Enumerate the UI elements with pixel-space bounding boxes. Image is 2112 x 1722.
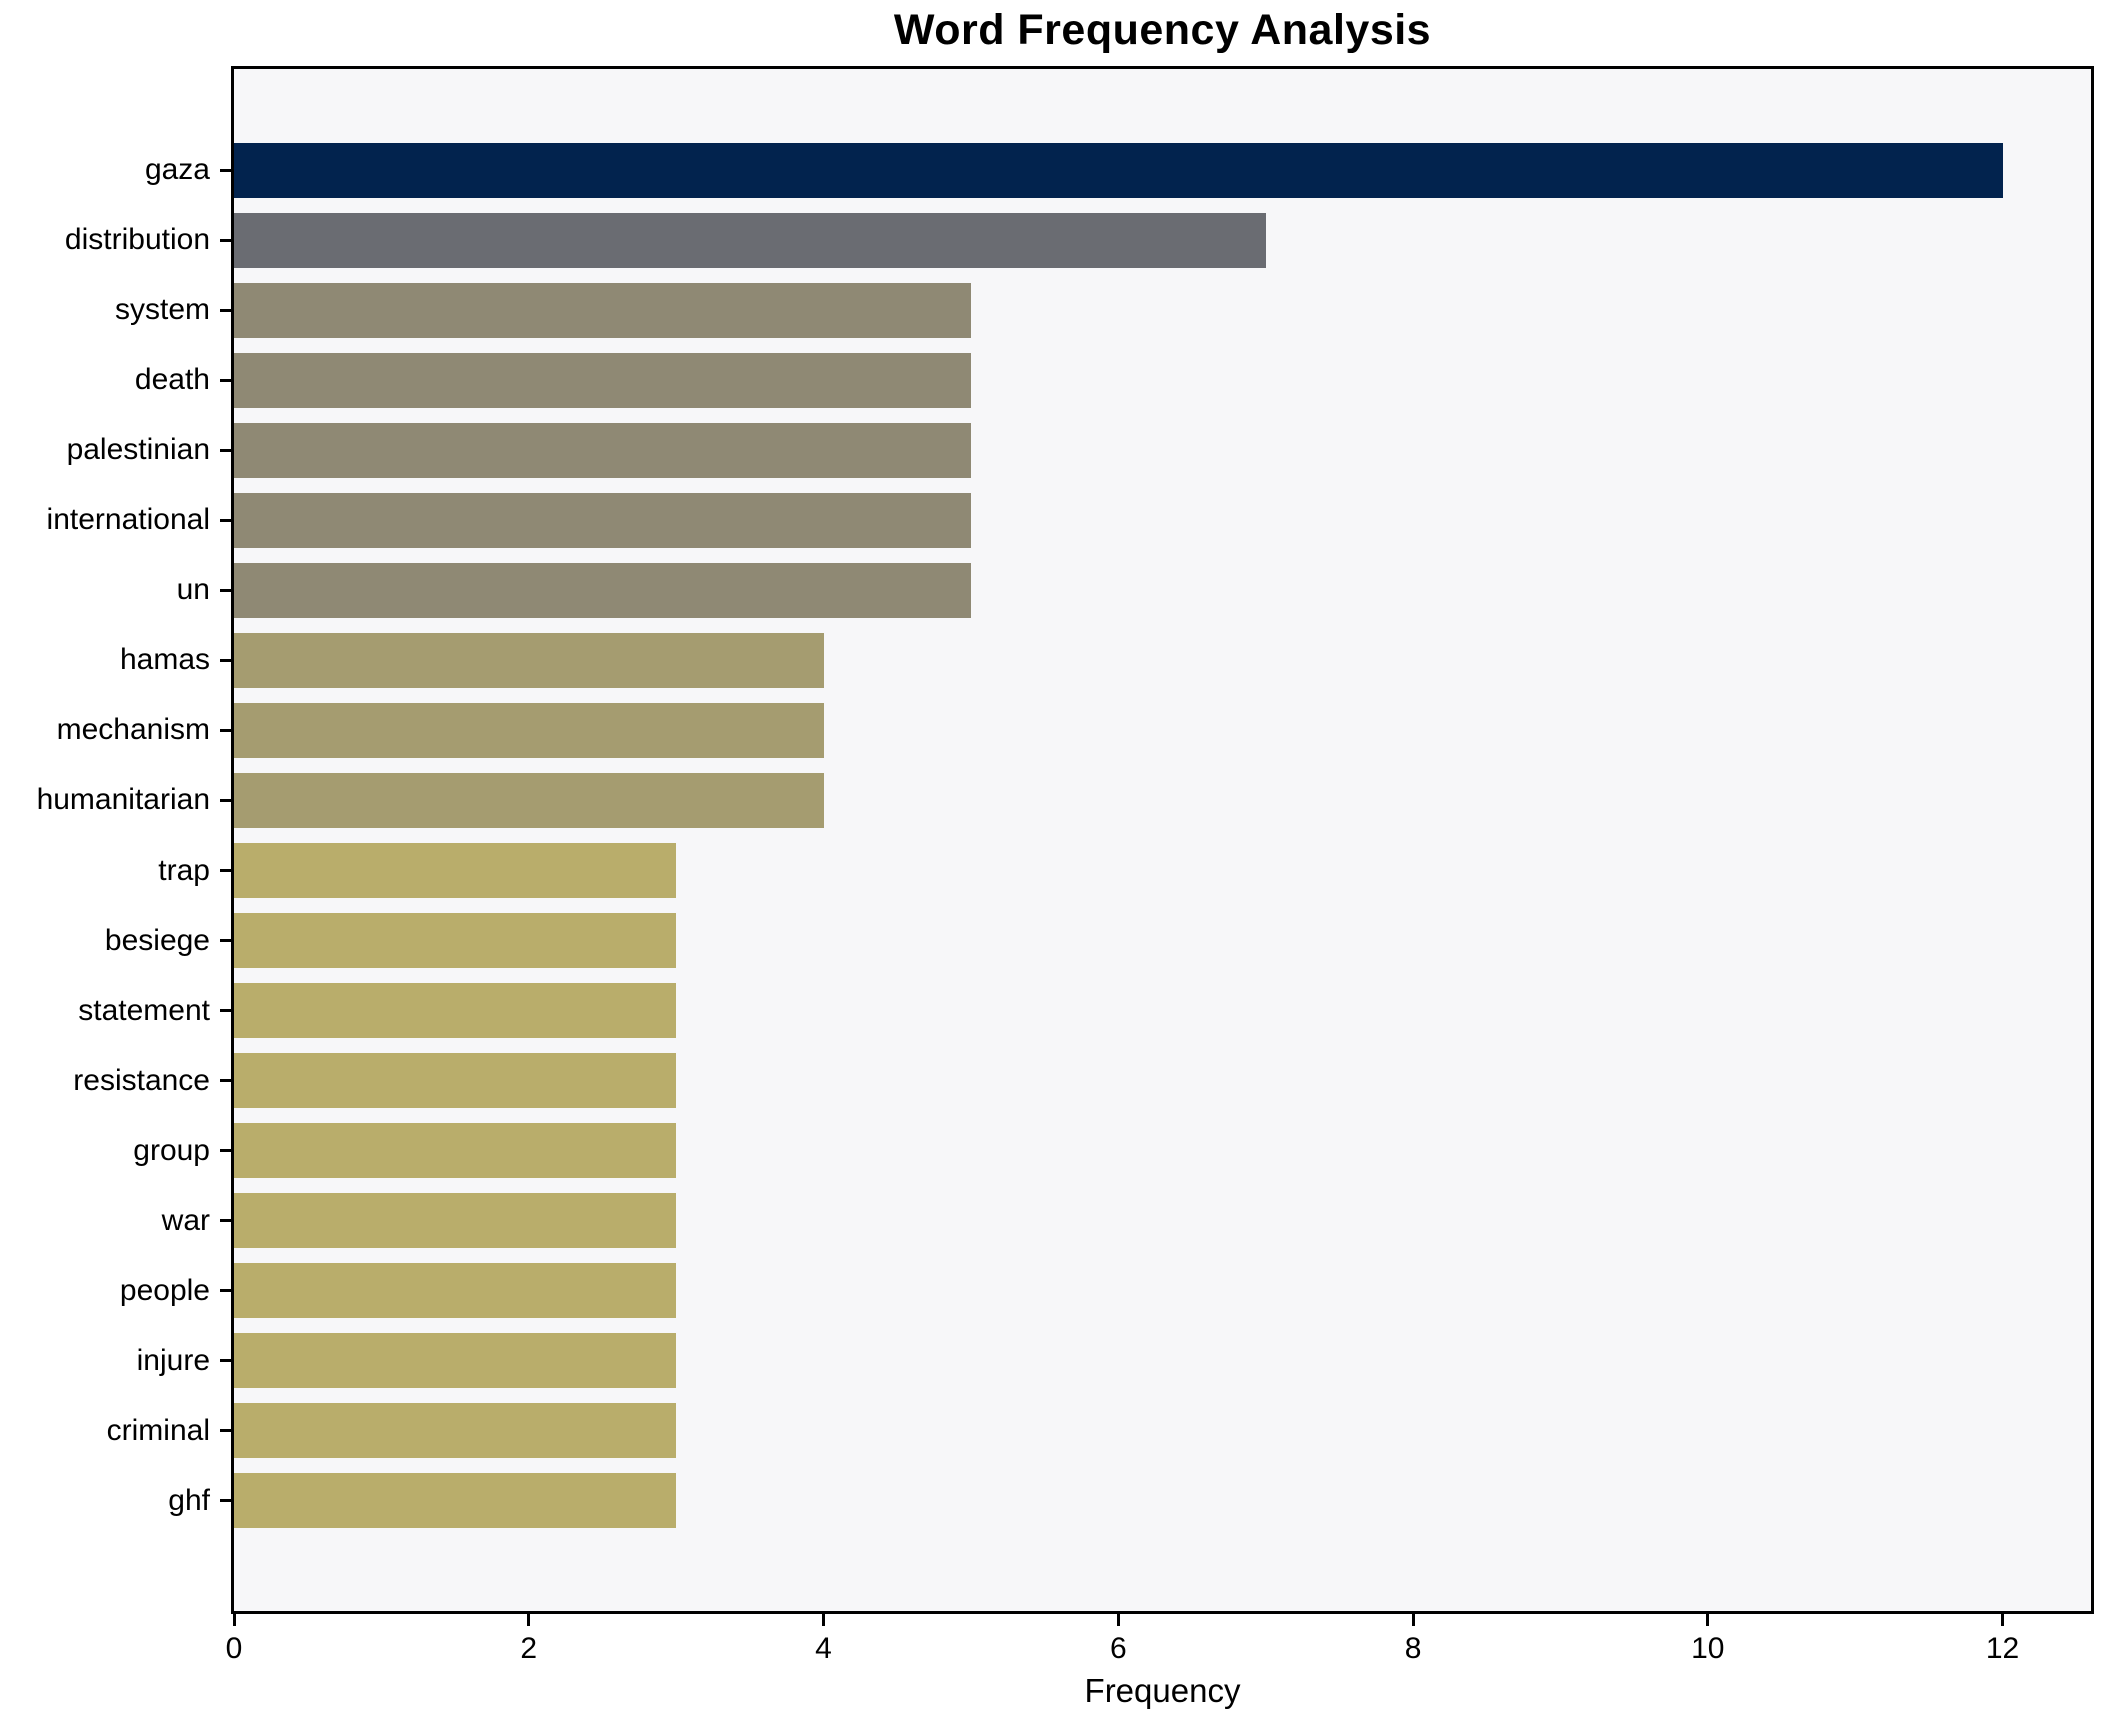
ytick-label-ghf: ghf: [168, 1483, 210, 1517]
xtick-label-10: 10: [1691, 1632, 1725, 1665]
ytick-mark-death: [220, 378, 231, 382]
ytick-label-besiege: besiege: [104, 923, 210, 957]
bar-resistance: [234, 1053, 677, 1109]
ytick-label-death: death: [134, 363, 210, 397]
ytick-mark-statement: [220, 1009, 231, 1013]
xtick-label-4: 4: [815, 1632, 832, 1665]
xtick-mark-0: [232, 1614, 236, 1626]
bar-palestinian: [234, 422, 971, 478]
ytick-mark-besiege: [220, 939, 231, 943]
ytick-mark-group: [220, 1149, 231, 1153]
ytick-label-humanitarian: humanitarian: [36, 783, 210, 817]
ytick-label-gaza: gaza: [144, 153, 210, 186]
ytick-mark-international: [220, 518, 231, 522]
xtick-label-6: 6: [1109, 1632, 1127, 1665]
bar-gaza: [234, 142, 2003, 198]
bar-criminal: [234, 1403, 677, 1459]
ytick-mark-injure: [220, 1359, 231, 1363]
bar-death: [234, 352, 971, 408]
bar-ghf: [234, 1473, 677, 1529]
bar-war: [234, 1193, 677, 1249]
ytick-label-group: group: [133, 1133, 210, 1167]
ytick-label-palestinian: palestinian: [66, 433, 210, 467]
ytick-mark-palestinian: [220, 448, 231, 452]
ytick-label-resistance: resistance: [73, 1063, 210, 1097]
xtick-label-2: 2: [520, 1632, 538, 1665]
ytick-label-trap: trap: [158, 853, 210, 887]
bar-trap: [234, 843, 677, 898]
bar-humanitarian: [234, 772, 824, 828]
ytick-label-distribution: distribution: [64, 223, 210, 257]
ytick-label-mechanism: mechanism: [56, 713, 210, 747]
xtick-mark-8: [1411, 1614, 1415, 1626]
bar-system: [234, 282, 971, 338]
ytick-mark-system: [220, 308, 231, 312]
ytick-mark-war: [220, 1219, 231, 1223]
ytick-mark-people: [220, 1289, 231, 1293]
xtick-label-12: 12: [1985, 1632, 2020, 1665]
ytick-mark-ghf: [220, 1499, 231, 1503]
bar-mechanism: [234, 702, 824, 758]
xtick-mark-4: [822, 1614, 826, 1626]
bar-hamas: [234, 632, 824, 688]
x-axis-label: Frequency: [1084, 1672, 1241, 1709]
bar-injure: [234, 1333, 677, 1389]
ytick-label-system: system: [114, 293, 210, 327]
ytick-mark-hamas: [220, 658, 231, 662]
bar-statement: [234, 983, 677, 1039]
bar-distribution: [234, 212, 1266, 268]
ytick-label-un: un: [176, 573, 210, 607]
chart-title: Word Frequency Analysis: [893, 6, 1432, 54]
xtick-mark-10: [1706, 1614, 1710, 1626]
ytick-mark-resistance: [220, 1079, 231, 1083]
xtick-label-8: 8: [1404, 1632, 1422, 1665]
bar-international: [234, 492, 971, 548]
bar-group: [234, 1123, 677, 1179]
ytick-mark-un: [220, 588, 231, 592]
xtick-mark-12: [2001, 1614, 2005, 1626]
ytick-mark-humanitarian: [220, 798, 231, 802]
ytick-label-war: war: [161, 1203, 210, 1237]
ytick-mark-criminal: [220, 1429, 231, 1433]
xtick-mark-6: [1116, 1614, 1120, 1626]
ytick-label-people: people: [119, 1273, 210, 1307]
bar-people: [234, 1263, 677, 1319]
ytick-label-statement: statement: [78, 993, 210, 1027]
ytick-label-international: international: [46, 503, 210, 537]
plot-area: [231, 66, 2094, 1614]
bar-un: [234, 562, 971, 618]
ytick-label-injure: injure: [136, 1343, 210, 1377]
bar-besiege: [234, 913, 677, 969]
xtick-mark-2: [527, 1614, 531, 1626]
xtick-label-0: 0: [225, 1632, 243, 1665]
ytick-mark-distribution: [220, 238, 231, 242]
ytick-mark-trap: [220, 869, 231, 872]
ytick-label-criminal: criminal: [106, 1413, 210, 1447]
ytick-label-hamas: hamas: [119, 643, 210, 677]
ytick-mark-mechanism: [220, 728, 231, 732]
ytick-mark-gaza: [220, 168, 231, 172]
